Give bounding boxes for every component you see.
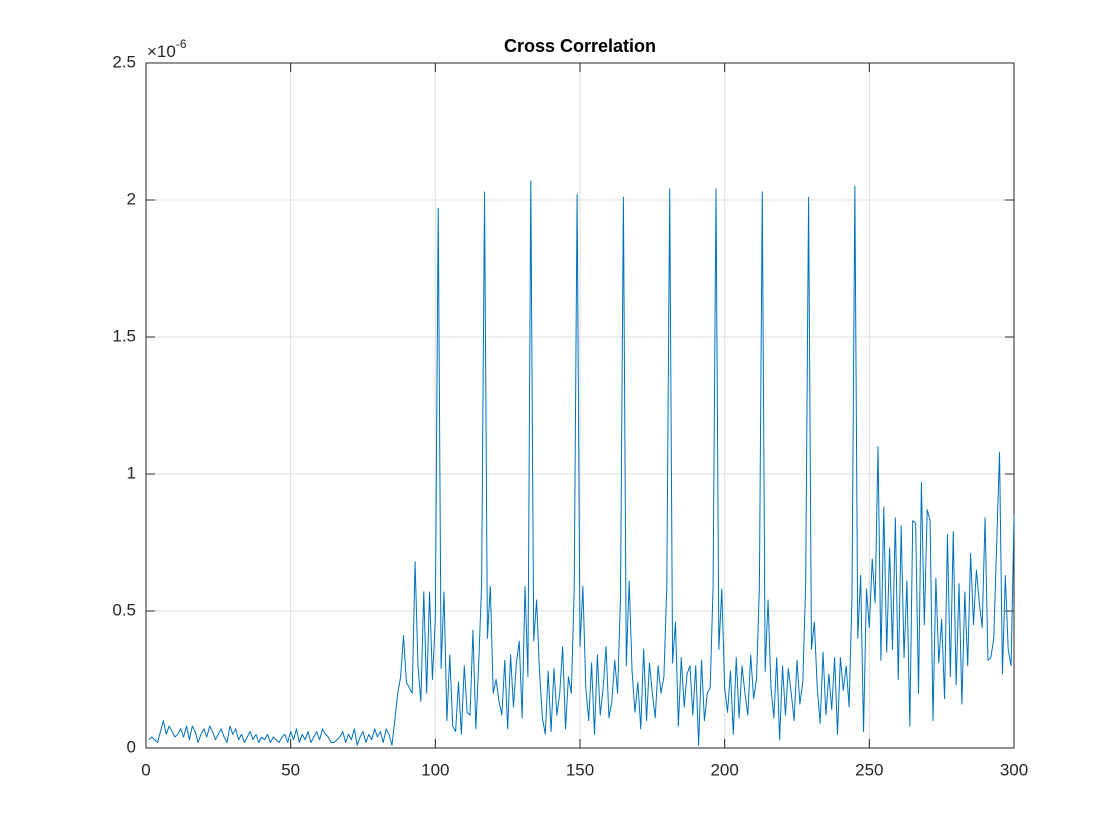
y-tick-label: 1.5 xyxy=(112,326,136,345)
x-tick-label: 250 xyxy=(855,760,883,779)
y-scale-base: ×10 xyxy=(147,42,176,61)
x-tick-label: 150 xyxy=(566,760,594,779)
y-tick-label: 2.5 xyxy=(112,52,136,71)
y-tick-label: 1 xyxy=(127,463,136,482)
y-tick-label: 0.5 xyxy=(112,600,136,619)
x-tick-label: 200 xyxy=(710,760,738,779)
axes-box xyxy=(145,62,1015,749)
y-scale-factor: ×10-6 xyxy=(147,37,187,61)
x-tick-label: 50 xyxy=(281,760,300,779)
y-scale-exponent: -6 xyxy=(176,37,187,51)
x-tick-label: 0 xyxy=(141,760,150,779)
y-tick-label: 2 xyxy=(127,189,136,208)
data-line xyxy=(148,180,1015,746)
chart-title: Cross Correlation xyxy=(504,36,656,56)
x-tick-label: 300 xyxy=(1000,760,1028,779)
y-tick-label: 0 xyxy=(127,737,136,756)
x-tick-label: 100 xyxy=(421,760,449,779)
